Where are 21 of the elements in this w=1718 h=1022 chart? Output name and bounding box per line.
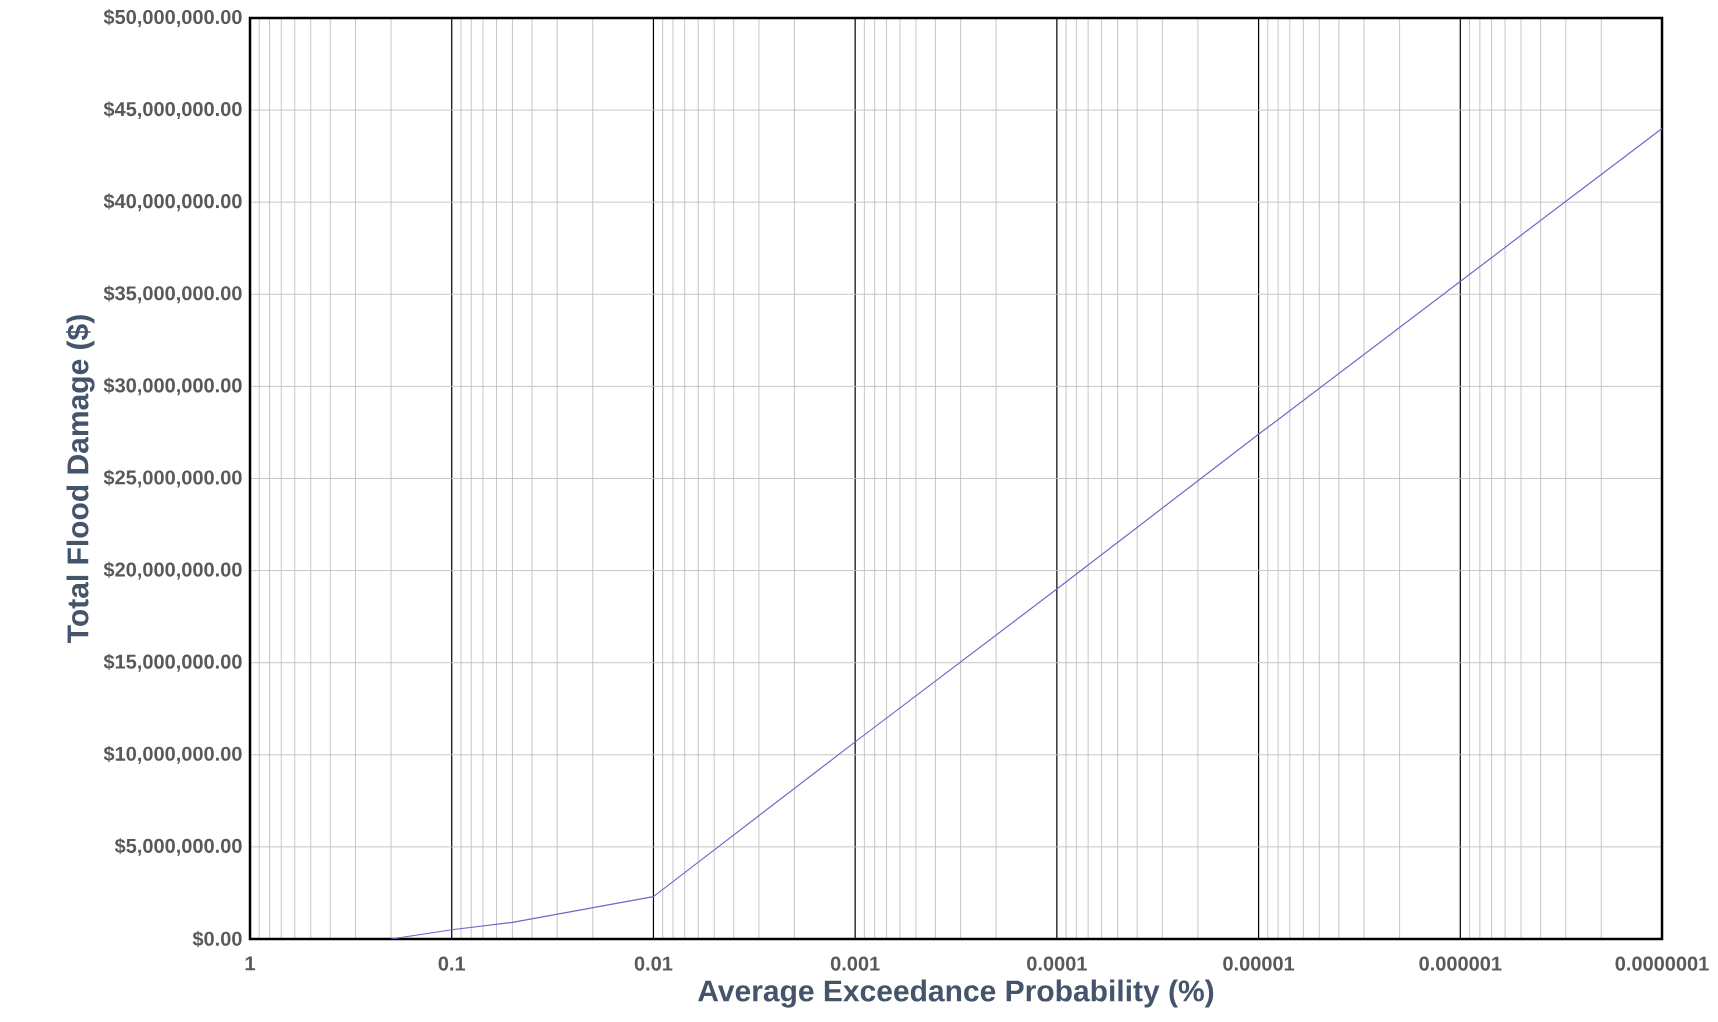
y-tick-label: $25,000,000.00 bbox=[103, 469, 242, 488]
y-tick-label: $40,000,000.00 bbox=[103, 193, 242, 212]
x-tick-label: 1 bbox=[245, 956, 256, 971]
y-tick-label: $30,000,000.00 bbox=[103, 377, 242, 396]
y-tick-label: $15,000,000.00 bbox=[103, 653, 242, 672]
y-tick-label: $0.00 bbox=[192, 930, 242, 948]
y-tick-label: $35,000,000.00 bbox=[103, 285, 242, 304]
x-tick-label: 0.000001 bbox=[1419, 956, 1502, 971]
y-tick-label: $10,000,000.00 bbox=[103, 745, 242, 764]
x-tick-label: 0.001 bbox=[830, 956, 880, 971]
x-tick-label: 0.0000001 bbox=[1615, 956, 1709, 971]
y-tick-label: $20,000,000.00 bbox=[103, 561, 242, 580]
y-tick-label: $45,000,000.00 bbox=[103, 101, 242, 120]
y-tick-label: $5,000,000.00 bbox=[114, 837, 242, 856]
x-tick-label: 0.1 bbox=[438, 956, 466, 971]
y-tick-label: $50,000,000.00 bbox=[103, 9, 242, 27]
x-tick-label: 0.0001 bbox=[1027, 956, 1087, 971]
x-axis-title: Average Exceedance Probability (%) bbox=[698, 979, 1214, 1008]
x-tick-label: 0.00001 bbox=[1223, 956, 1295, 971]
y-axis-title: Total Flood Damage ($) bbox=[65, 315, 95, 643]
x-tick-label: 0.01 bbox=[634, 956, 673, 971]
